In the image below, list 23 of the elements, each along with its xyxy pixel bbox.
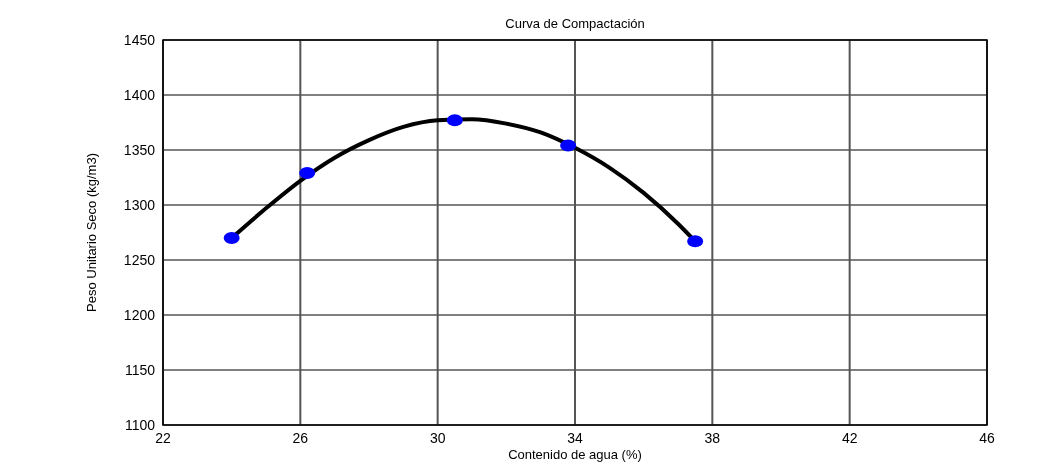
- chart-title: Curva de Compactación: [505, 16, 645, 31]
- y-tick-label: 1400: [123, 86, 156, 103]
- x-axis-title: Contenido de agua (%): [508, 447, 642, 462]
- x-tick-label: 34: [567, 430, 583, 446]
- y-tick-label: 1100: [124, 416, 156, 433]
- y-tick-label: 1150: [124, 361, 156, 378]
- point: [446, 114, 463, 127]
- x-tick-label: 46: [979, 430, 995, 446]
- x-tick-label: 30: [429, 430, 446, 446]
- point: [223, 232, 240, 244]
- point: [687, 235, 704, 248]
- point: [560, 139, 577, 152]
- x-tick-label: 38: [704, 430, 721, 446]
- y-tick-label: 1200: [123, 306, 156, 323]
- y-tick-label: 1300: [123, 196, 156, 213]
- y-axis-title: Peso Unitario Seco (kg/m3): [84, 153, 99, 312]
- x-tick-label: 42: [841, 430, 858, 446]
- y-tick-label: 1450: [123, 31, 156, 48]
- y-tick-label: 1250: [123, 251, 156, 268]
- point: [299, 167, 316, 180]
- x-tick-label: 22: [155, 430, 171, 446]
- x-tick-label: 26: [292, 430, 309, 446]
- y-tick-label: 1350: [123, 141, 156, 158]
